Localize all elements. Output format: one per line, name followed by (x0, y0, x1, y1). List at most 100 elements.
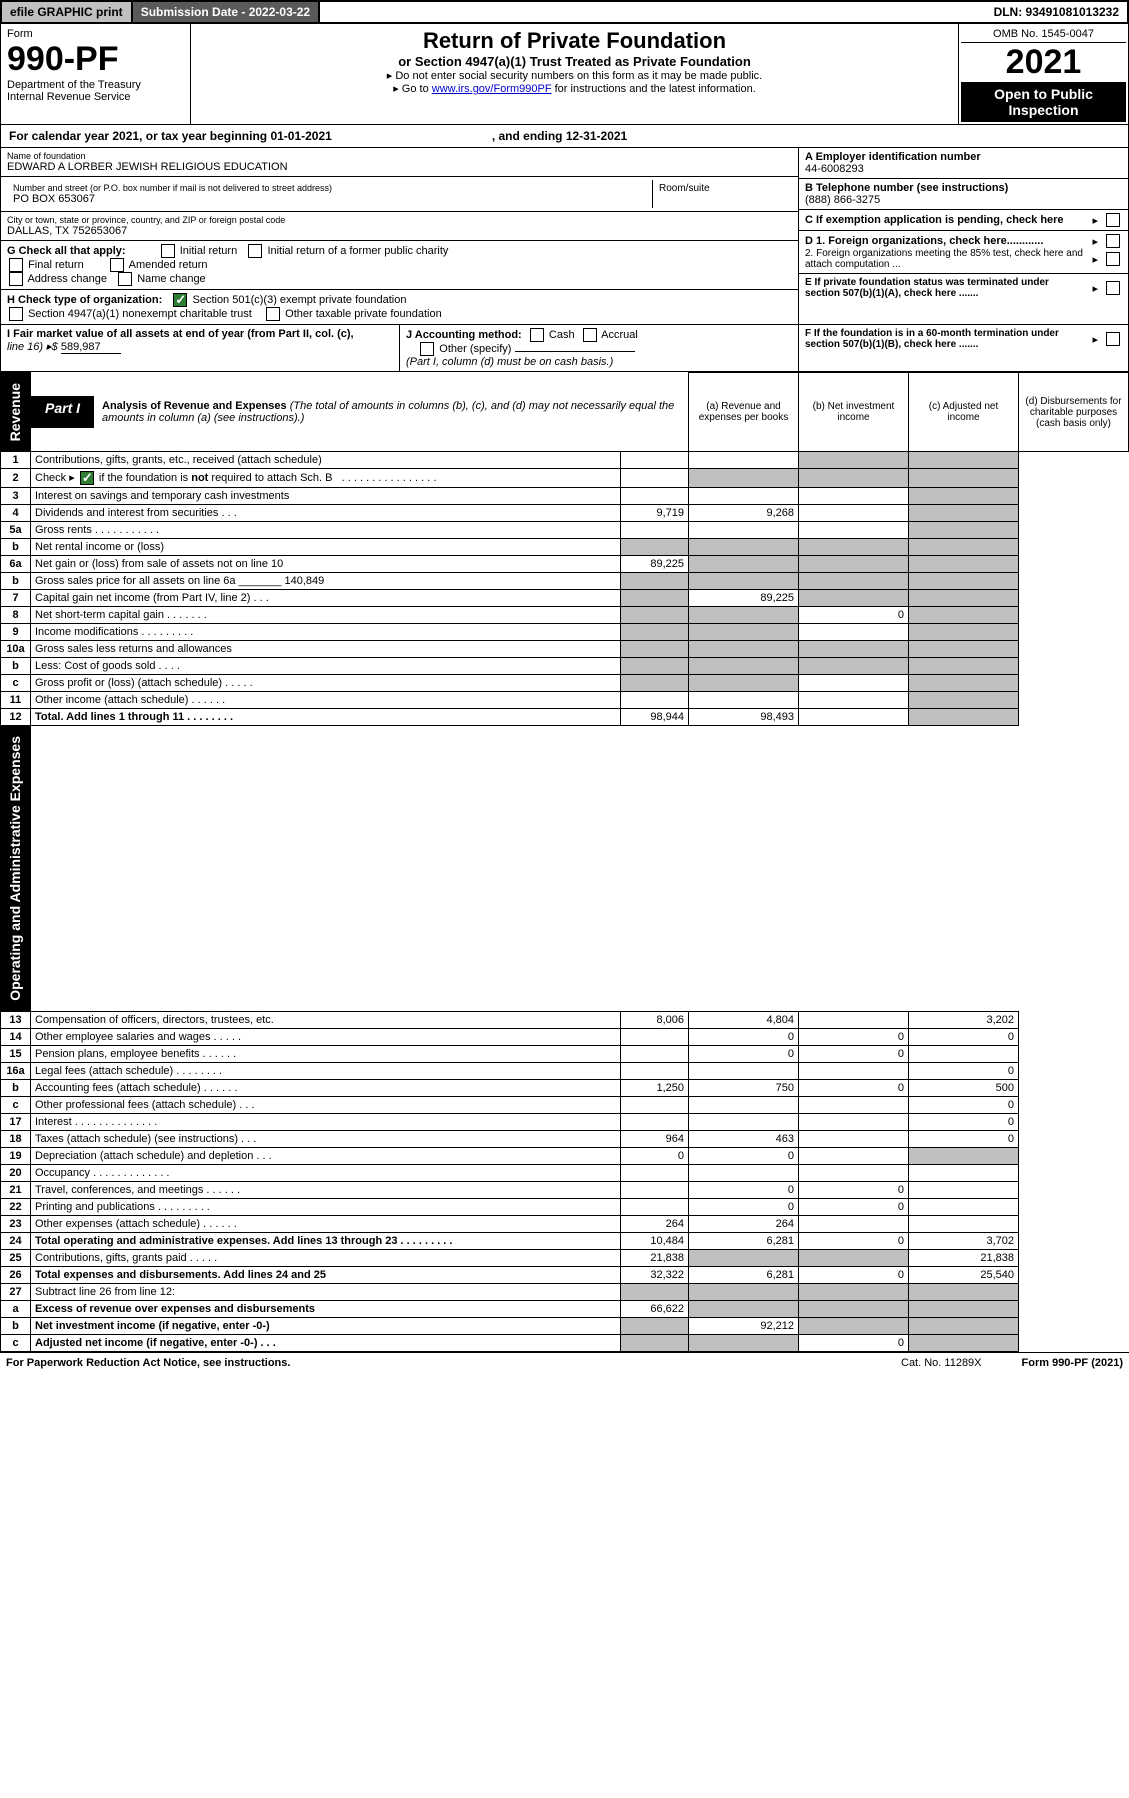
table-row: 14Other employee salaries and wages . . … (1, 1029, 1129, 1046)
form-word: Form (7, 28, 184, 40)
g-opt-initial: Initial return (180, 245, 237, 257)
g-initial-return-checkbox[interactable] (161, 244, 175, 258)
j-accrual-checkbox[interactable] (583, 328, 597, 342)
table-row: 4Dividends and interest from securities … (1, 505, 1129, 522)
line-number: 12 (1, 709, 31, 726)
cell-value (799, 641, 909, 658)
d1-checkbox[interactable] (1106, 234, 1120, 248)
city-label: City or town, state or province, country… (7, 215, 792, 225)
cell-value: 0 (909, 1114, 1019, 1131)
cell-value: 0 (799, 1029, 909, 1046)
h-501c3-checkbox[interactable] (173, 293, 187, 307)
cell-value (909, 1216, 1019, 1233)
addr-cell: Number and street (or P.O. box number if… (1, 177, 798, 212)
j-accrual: Accrual (601, 329, 638, 341)
cell-value (799, 1148, 909, 1165)
table-row: 1Contributions, gifts, grants, etc., rec… (1, 452, 1129, 469)
cell-value (909, 1148, 1019, 1165)
line-description: Net rental income or (loss) (31, 539, 621, 556)
line-number: c (1, 1335, 31, 1352)
cell-value: 32,322 (620, 1267, 688, 1284)
g-opt-name: Name change (137, 273, 206, 285)
g-address-checkbox[interactable] (9, 272, 23, 286)
j-cell: J Accounting method: Cash Accrual Other … (400, 325, 798, 371)
part1-header-row: Revenue Part I Analysis of Revenue and E… (1, 373, 1129, 452)
cell-value (689, 1114, 799, 1131)
form990pf-link[interactable]: www.irs.gov/Form990PF (432, 83, 552, 95)
cell-value (799, 488, 909, 505)
cell-value: 750 (689, 1080, 799, 1097)
part1-desc: Analysis of Revenue and Expenses (The to… (94, 396, 688, 428)
col-b-header: (b) Net investment income (799, 373, 909, 452)
g-amended-checkbox[interactable] (110, 258, 124, 272)
j-note: (Part I, column (d) must be on cash basi… (406, 356, 613, 368)
c-checkbox[interactable] (1106, 213, 1120, 227)
line-description: Gross sales less returns and allowances (31, 641, 621, 658)
g-final-checkbox[interactable] (9, 258, 23, 272)
cell-value (620, 1114, 688, 1131)
f-checkbox[interactable] (1106, 332, 1120, 346)
cell-value: 89,225 (620, 556, 688, 573)
efile-print-button[interactable]: efile GRAPHIC print (2, 2, 133, 22)
line-description: Total. Add lines 1 through 11 . . . . . … (31, 709, 621, 726)
cell-value (799, 1131, 909, 1148)
j-cash-checkbox[interactable] (530, 328, 544, 342)
line-description: Compensation of officers, directors, tru… (31, 1012, 621, 1029)
j-other: Other (specify) (439, 343, 511, 355)
col-d-header: (d) Disbursements for charitable purpose… (1019, 373, 1129, 452)
cell-value: 0 (620, 1148, 688, 1165)
schb-checkbox[interactable] (80, 471, 94, 485)
cell-value (799, 1216, 909, 1233)
g-opt-final: Final return (28, 259, 84, 271)
g-name-checkbox[interactable] (118, 272, 132, 286)
cell-value (689, 624, 799, 641)
cell-value: 0 (909, 1131, 1019, 1148)
g-opt-address: Address change (27, 273, 107, 285)
cell-value (909, 1199, 1019, 1216)
cell-value: 0 (799, 1199, 909, 1216)
i-cell: I Fair market value of all assets at end… (1, 325, 400, 371)
cell-value: 4,804 (689, 1012, 799, 1029)
cell-value (799, 505, 909, 522)
cell-value (799, 522, 909, 539)
line-description: Net gain or (loss) from sale of assets n… (31, 556, 621, 573)
table-row: 15Pension plans, employee benefits . . .… (1, 1046, 1129, 1063)
ein-value: 44-6008293 (805, 163, 864, 175)
e-checkbox[interactable] (1106, 281, 1120, 295)
line-description: Gross rents . . . . . . . . . . . (31, 522, 621, 539)
line-number: b (1, 1318, 31, 1335)
cell-value: 264 (689, 1216, 799, 1233)
cell-value: 0 (799, 1233, 909, 1250)
cell-value (799, 1165, 909, 1182)
g-initial-former-checkbox[interactable] (248, 244, 262, 258)
cell-value (689, 658, 799, 675)
cell-value: 0 (799, 1182, 909, 1199)
form-title: Return of Private Foundation (197, 28, 952, 54)
cell-value: 3,702 (909, 1233, 1019, 1250)
cell-value: 0 (689, 1046, 799, 1063)
cell-value (689, 556, 799, 573)
c-label: C If exemption application is pending, c… (805, 214, 1086, 226)
cell-value (909, 607, 1019, 624)
cell-value (620, 692, 688, 709)
cell-value: 0 (689, 1182, 799, 1199)
d2-checkbox[interactable] (1106, 252, 1120, 266)
part1-table: Revenue Part I Analysis of Revenue and E… (0, 372, 1129, 1352)
cell-value: 0 (909, 1063, 1019, 1080)
submission-date-label: Submission Date - 2022-03-22 (133, 2, 320, 22)
cell-value (620, 624, 688, 641)
h-other-checkbox[interactable] (266, 307, 280, 321)
cell-value: 0 (799, 1267, 909, 1284)
cell-value (689, 1335, 799, 1352)
cell-value (620, 539, 688, 556)
phone-cell: B Telephone number (see instructions) (8… (799, 179, 1128, 210)
h-4947-checkbox[interactable] (9, 307, 23, 321)
j-other-checkbox[interactable] (420, 342, 434, 356)
goto-pre: ▸ Go to (393, 83, 432, 95)
line-description: Accounting fees (attach schedule) . . . … (31, 1080, 621, 1097)
line-number: 10a (1, 641, 31, 658)
cell-value (909, 590, 1019, 607)
line-number: 6a (1, 556, 31, 573)
line-number: 15 (1, 1046, 31, 1063)
cell-value: 98,944 (620, 709, 688, 726)
